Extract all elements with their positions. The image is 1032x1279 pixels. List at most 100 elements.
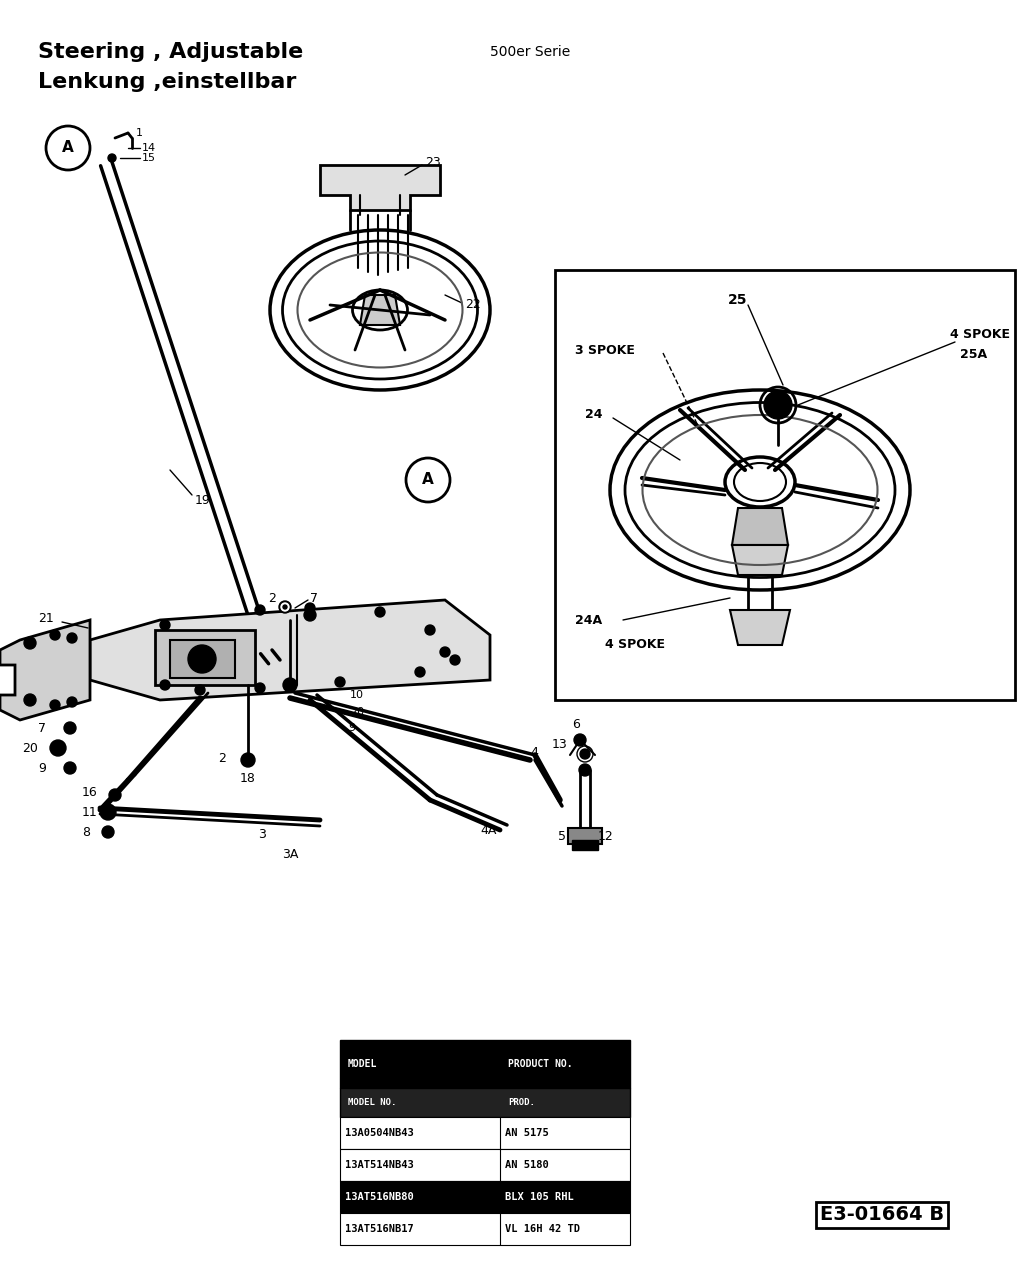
Text: PRODUCT NO.: PRODUCT NO.	[508, 1059, 573, 1069]
Circle shape	[160, 680, 170, 689]
Circle shape	[255, 605, 265, 615]
Circle shape	[195, 686, 205, 694]
Text: 25: 25	[728, 293, 747, 307]
Circle shape	[440, 647, 450, 657]
Text: 4 SPOKE: 4 SPOKE	[950, 329, 1010, 341]
Text: 3 SPOKE: 3 SPOKE	[575, 344, 635, 357]
Circle shape	[241, 753, 255, 767]
Circle shape	[580, 749, 590, 758]
Text: 8: 8	[82, 825, 90, 839]
Bar	[155, 631, 255, 686]
Circle shape	[108, 153, 116, 162]
Text: Lenkung ,einstellbar: Lenkung ,einstellbar	[38, 72, 296, 92]
Text: 6: 6	[572, 719, 580, 732]
Bar	[340, 1181, 630, 1212]
Bar	[170, 640, 235, 678]
Text: 3: 3	[258, 829, 266, 842]
Text: 11: 11	[82, 806, 98, 819]
Circle shape	[415, 668, 425, 677]
Text: 4: 4	[530, 746, 538, 758]
Text: Steering , Adjustable: Steering , Adjustable	[38, 42, 303, 61]
Text: 9: 9	[348, 723, 355, 733]
Bar	[340, 1149, 630, 1181]
Circle shape	[102, 826, 114, 838]
Circle shape	[574, 734, 586, 746]
Text: 16: 16	[82, 785, 98, 798]
Text: 7: 7	[310, 591, 318, 605]
Text: 21: 21	[38, 611, 54, 624]
Circle shape	[304, 609, 316, 622]
Circle shape	[64, 762, 76, 774]
Bar	[555, 270, 1015, 700]
Text: 24: 24	[585, 408, 603, 422]
Text: 9: 9	[38, 761, 45, 775]
Bar	[340, 1040, 630, 1088]
Text: 20: 20	[22, 742, 38, 755]
Circle shape	[335, 677, 345, 687]
Text: 25A: 25A	[960, 348, 988, 362]
Text: A: A	[422, 472, 433, 487]
Text: 18: 18	[240, 771, 256, 784]
Text: 7: 7	[38, 721, 46, 734]
Text: MODEL NO.: MODEL NO.	[348, 1097, 396, 1106]
Circle shape	[305, 602, 315, 613]
Text: A: A	[62, 141, 74, 156]
Polygon shape	[732, 508, 788, 545]
Text: 4A: 4A	[480, 824, 496, 836]
Circle shape	[67, 633, 77, 643]
Polygon shape	[360, 295, 400, 325]
Bar	[568, 828, 602, 844]
Text: 15: 15	[142, 153, 156, 162]
Text: AN 5180: AN 5180	[505, 1160, 549, 1170]
Text: 20: 20	[350, 707, 364, 718]
Text: 13: 13	[552, 738, 568, 752]
Circle shape	[375, 608, 385, 616]
Text: 500er Serie: 500er Serie	[490, 45, 571, 59]
Text: 1: 1	[136, 128, 143, 138]
Circle shape	[67, 697, 77, 707]
Text: MODEL: MODEL	[348, 1059, 378, 1069]
Text: E3-01664 B: E3-01664 B	[820, 1206, 944, 1224]
Circle shape	[450, 655, 460, 665]
Text: 10: 10	[350, 689, 364, 700]
Text: 5: 5	[558, 830, 566, 843]
Circle shape	[50, 700, 60, 710]
Text: VL 16H 42 TD: VL 16H 42 TD	[505, 1224, 580, 1234]
Circle shape	[255, 683, 265, 693]
Text: AN 5175: AN 5175	[505, 1128, 549, 1138]
Bar	[340, 1117, 630, 1149]
Text: 19: 19	[195, 494, 211, 506]
Text: 12: 12	[598, 830, 614, 843]
Circle shape	[283, 605, 287, 609]
Polygon shape	[730, 610, 791, 645]
Text: 13AT514NB43: 13AT514NB43	[345, 1160, 414, 1170]
Circle shape	[100, 804, 116, 820]
Text: 2: 2	[268, 591, 276, 605]
Text: 2: 2	[218, 752, 226, 765]
Text: 3A: 3A	[282, 848, 298, 862]
Circle shape	[283, 678, 297, 692]
Circle shape	[764, 391, 792, 420]
Text: PROD.: PROD.	[508, 1097, 535, 1106]
Text: 14: 14	[142, 143, 156, 153]
Circle shape	[24, 637, 36, 648]
Text: 22: 22	[465, 298, 481, 312]
Circle shape	[281, 602, 289, 611]
Circle shape	[425, 625, 436, 634]
Polygon shape	[320, 165, 440, 210]
Text: 24A: 24A	[575, 614, 602, 627]
Text: 4 SPOKE: 4 SPOKE	[605, 638, 665, 651]
Polygon shape	[90, 600, 490, 700]
Circle shape	[160, 620, 170, 631]
Circle shape	[50, 741, 66, 756]
Text: 13A0504NB43: 13A0504NB43	[345, 1128, 414, 1138]
Polygon shape	[0, 620, 90, 720]
Circle shape	[188, 645, 216, 673]
Polygon shape	[732, 545, 788, 576]
Circle shape	[109, 789, 121, 801]
Text: 23: 23	[425, 156, 441, 169]
Bar	[572, 840, 598, 851]
Circle shape	[64, 723, 76, 734]
Circle shape	[279, 601, 291, 613]
Bar	[340, 1088, 630, 1117]
